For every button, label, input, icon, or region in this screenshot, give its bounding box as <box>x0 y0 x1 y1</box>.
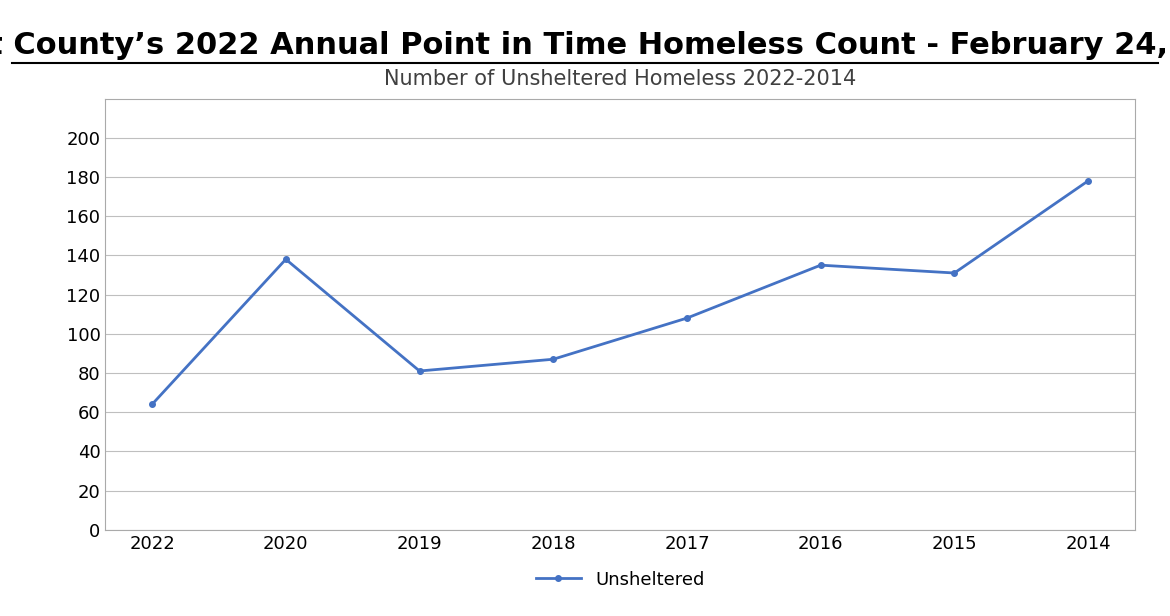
Title: Number of Unsheltered Homeless 2022-2014: Number of Unsheltered Homeless 2022-2014 <box>384 68 856 89</box>
Legend: Unsheltered: Unsheltered <box>529 564 711 596</box>
Text: Grant County’s 2022 Annual Point in Time Homeless Count - February 24, 2022: Grant County’s 2022 Annual Point in Time… <box>0 31 1170 60</box>
